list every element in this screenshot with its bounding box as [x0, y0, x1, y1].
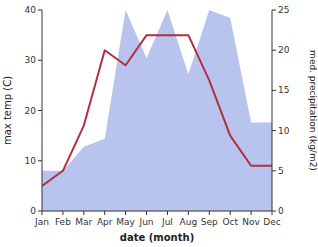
y2-tick-label: 0 [278, 206, 284, 216]
x-tick [83, 211, 84, 215]
chart-container: JanFebMarAprMayJunJulAugSepOctNovDec0102… [0, 0, 318, 247]
x-tick-label: Apr [97, 217, 113, 227]
y2-tick-label: 15 [278, 85, 289, 95]
x-tick-label: Mar [75, 217, 92, 227]
y-tick [38, 160, 42, 161]
precipitation-area [42, 10, 272, 211]
y-tick [38, 211, 42, 212]
y2-tick-label: 5 [278, 166, 284, 176]
x-axis-line [42, 211, 272, 212]
x-tick [209, 211, 210, 215]
y2-axis-line [272, 10, 273, 211]
x-tick-label: Sep [201, 217, 218, 227]
x-tick [42, 211, 43, 215]
y2-tick [272, 50, 276, 51]
x-tick [188, 211, 189, 215]
y-tick [38, 110, 42, 111]
y-axis-label: max temp (C) [2, 76, 13, 145]
x-tick [104, 211, 105, 215]
x-tick [251, 211, 252, 215]
x-tick [167, 211, 168, 215]
plot-area [42, 10, 272, 211]
y2-tick-label: 10 [278, 126, 290, 136]
x-tick-label: Feb [55, 217, 71, 227]
chart-svg: JanFebMarAprMayJunJulAugSepOctNovDec0102… [0, 0, 318, 247]
x-axis-label: date (month) [120, 232, 194, 243]
y2-tick [272, 10, 276, 11]
x-tick-label: Jun [139, 217, 154, 227]
y-tick-label: 40 [25, 5, 37, 15]
x-tick [230, 211, 231, 215]
y2-tick [272, 90, 276, 91]
y2-tick [272, 211, 276, 212]
x-tick [62, 211, 63, 215]
temperature-line [42, 35, 272, 186]
x-tick [146, 211, 147, 215]
y-tick-label: 10 [25, 156, 37, 166]
y-tick-label: 0 [30, 206, 36, 216]
x-tick-label: Jul [161, 217, 173, 227]
x-tick-label: Nov [242, 217, 260, 227]
y-tick [38, 10, 42, 11]
x-tick-label: Dec [263, 217, 280, 227]
x-tick [272, 211, 273, 215]
y-tick-label: 20 [25, 106, 37, 116]
y2-tick [272, 130, 276, 131]
y2-tick [272, 170, 276, 171]
x-tick-label: May [116, 217, 135, 227]
y2-tick-label: 25 [278, 5, 289, 15]
y-tick-label: 30 [25, 55, 37, 65]
y-tick [38, 60, 42, 61]
y2-axis-label: med. precipitation (kg/m2) [308, 50, 318, 171]
y2-tick-label: 20 [278, 45, 290, 55]
x-tick-label: Jan [34, 217, 49, 227]
x-tick [125, 211, 126, 215]
x-tick-label: Aug [180, 217, 198, 227]
x-tick-label: Oct [222, 217, 238, 227]
